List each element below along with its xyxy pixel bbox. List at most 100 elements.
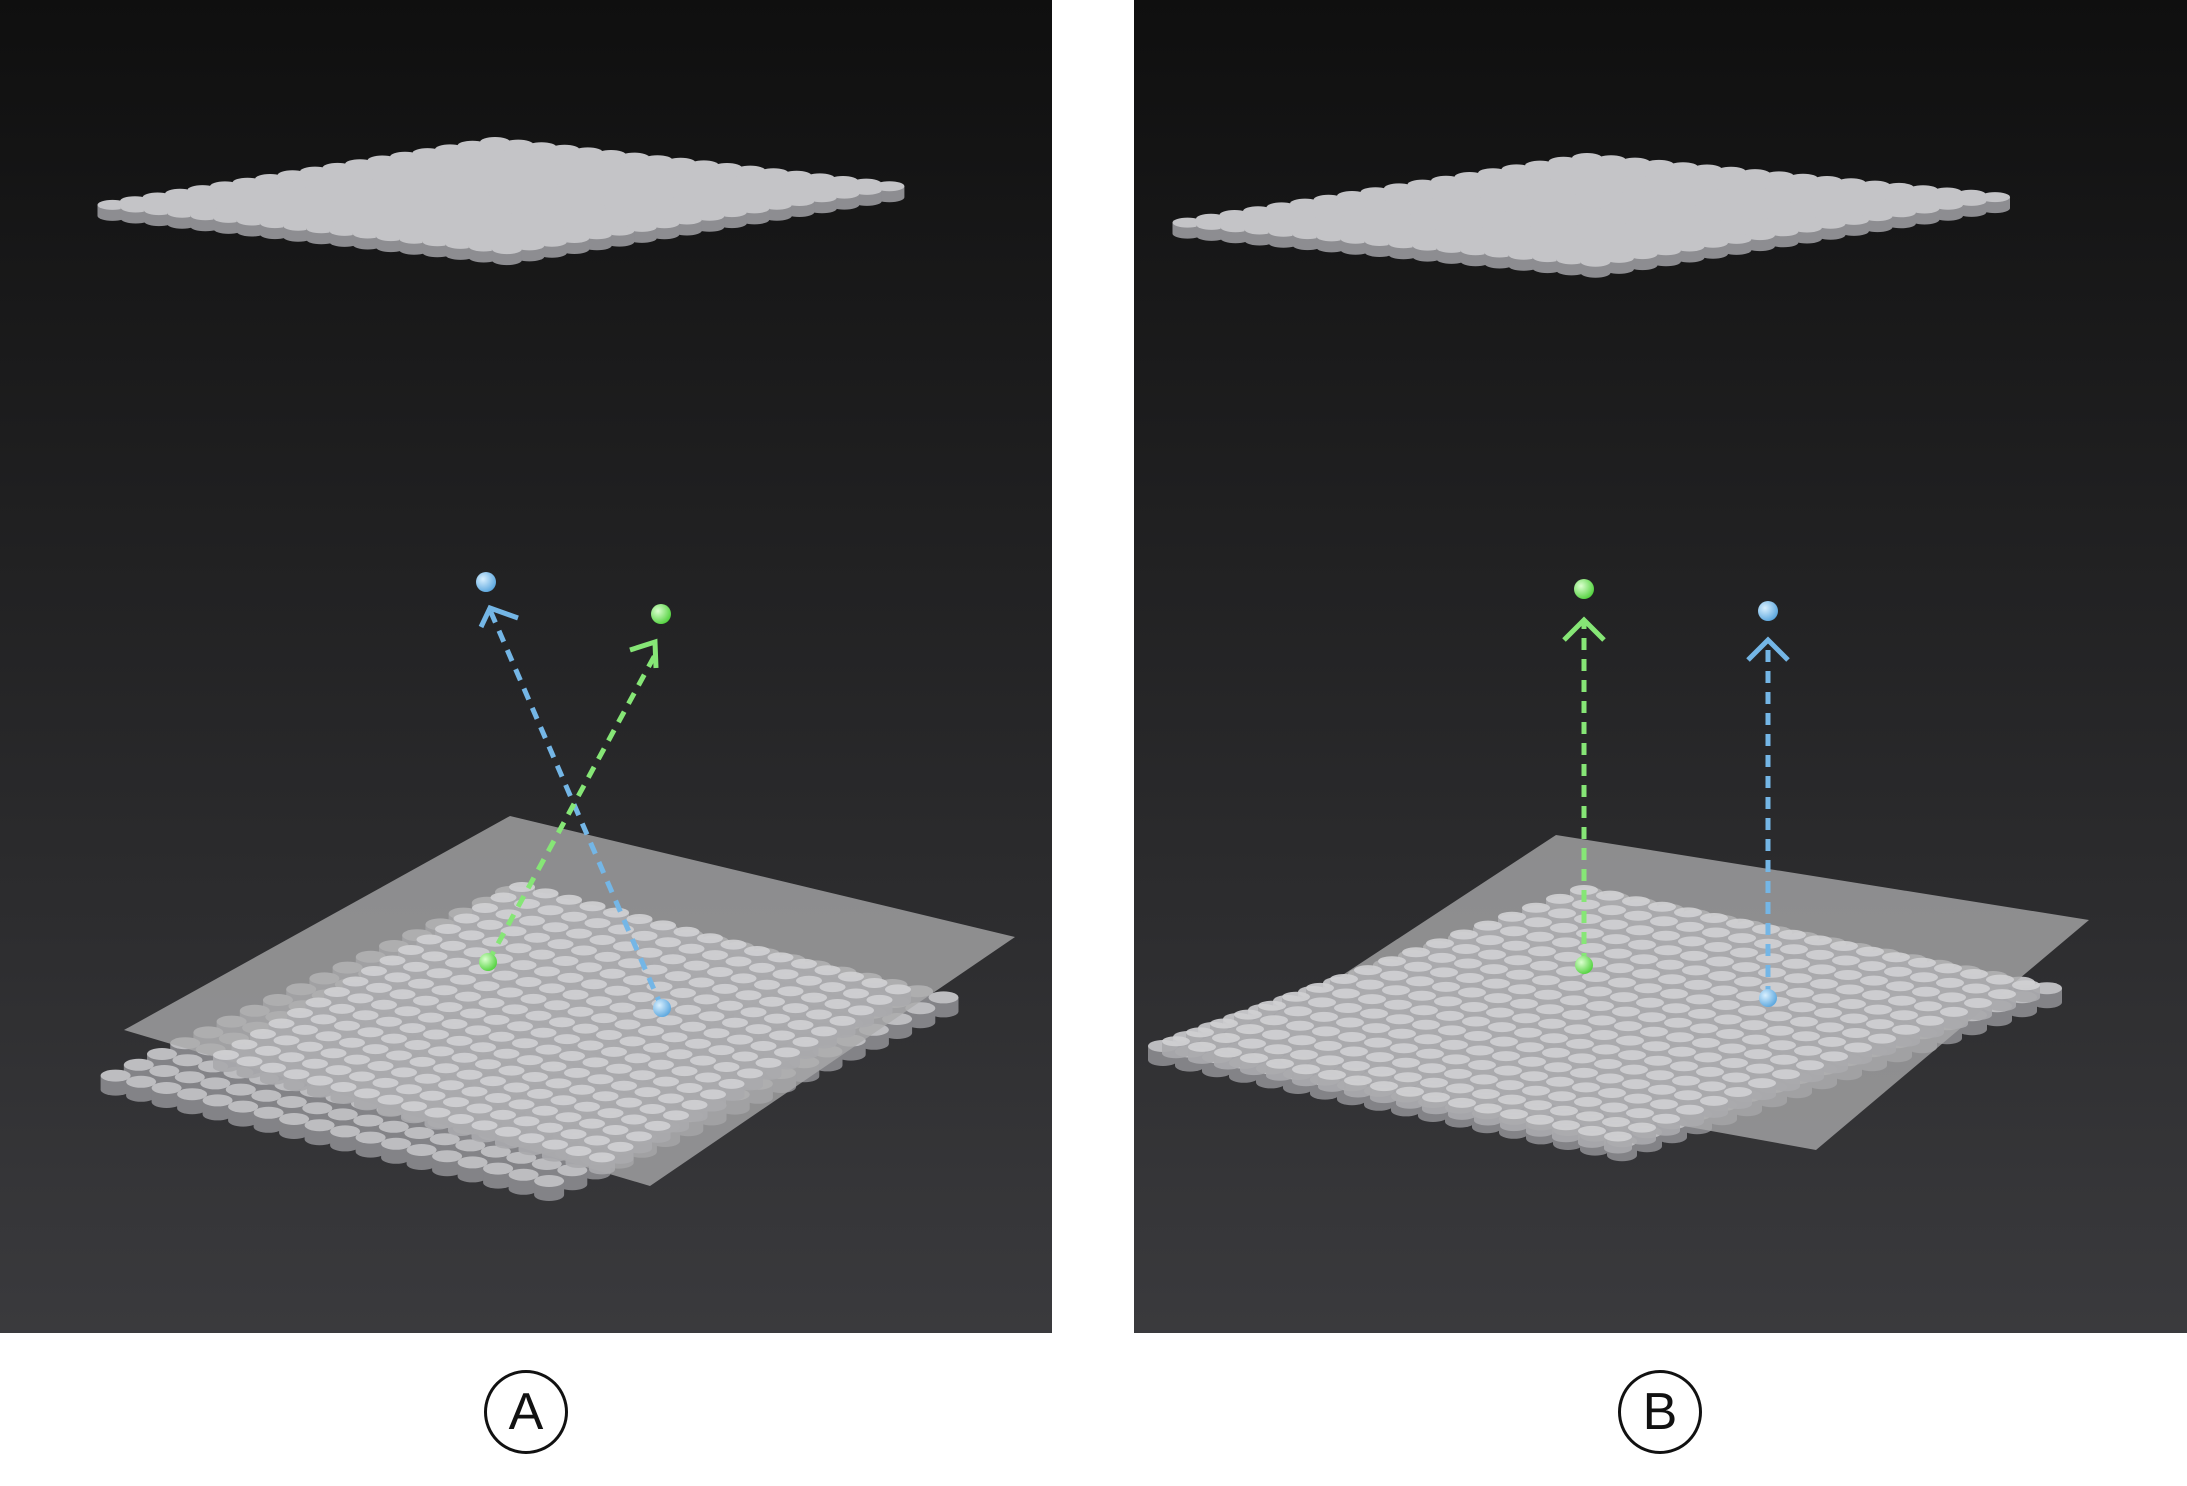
lattice-site-top <box>791 958 817 969</box>
lattice-site-top <box>1552 1120 1580 1131</box>
lattice-site-top <box>1702 927 1730 938</box>
lattice-site-top <box>611 1080 637 1091</box>
lattice-site-top <box>1728 933 1756 944</box>
lattice-site-top <box>671 214 702 225</box>
lattice-site-top <box>1772 1069 1800 1080</box>
lattice-site-top <box>1524 1100 1552 1111</box>
lattice-site-top <box>480 1076 506 1087</box>
panel-b-label: B <box>1618 1370 1702 1454</box>
lattice-site-top <box>251 1089 282 1102</box>
green-arrowhead <box>629 638 659 669</box>
lattice-site-top <box>638 1025 664 1036</box>
lattice-site-top <box>621 1114 647 1125</box>
lattice-site-top <box>784 196 815 206</box>
lattice-site-top <box>202 1094 233 1107</box>
lattice-site-top <box>1652 1113 1680 1124</box>
lattice-site-top <box>1838 999 1866 1009</box>
lattice-site-top <box>1440 1039 1468 1050</box>
lattice-site-top <box>1364 236 1395 246</box>
lattice-site-top <box>1340 233 1371 244</box>
lattice-site-top <box>1764 1011 1792 1022</box>
lattice-site-top <box>1408 990 1436 1001</box>
lattice-site-top <box>1444 1068 1472 1079</box>
lattice-site-top <box>1721 233 1752 244</box>
lattice-site-top <box>250 1029 276 1039</box>
lattice-site-top <box>1676 1104 1704 1115</box>
lattice-site-top <box>604 225 635 236</box>
lattice-site-top <box>357 1027 384 1038</box>
lattice-site-top <box>498 1065 525 1076</box>
lattice-site-top <box>1628 1122 1656 1133</box>
lattice-site-top <box>1684 979 1712 990</box>
lattice-site-top <box>619 1036 646 1047</box>
lattice-site-top <box>394 1006 421 1017</box>
lattice-site-top <box>409 1056 436 1067</box>
lattice-site-top <box>761 199 792 210</box>
lattice-site-top <box>472 903 498 913</box>
lattice-site-top <box>457 1156 488 1169</box>
lattice-site-top <box>796 975 822 986</box>
lattice-site-top <box>1368 1066 1396 1077</box>
lattice-site-top <box>259 218 290 229</box>
lattice-site-top <box>1396 1086 1424 1097</box>
lattice-site-top <box>1592 1044 1620 1055</box>
lattice-site-top <box>1442 1054 1470 1065</box>
lattice-site-top <box>424 1107 451 1118</box>
green-dashed-arrow <box>485 653 658 964</box>
lattice-site-top <box>1370 1081 1398 1092</box>
lattice-site-top <box>433 1063 459 1074</box>
lattice-site-top <box>329 225 360 236</box>
lattice-site-top <box>1604 1131 1632 1142</box>
lattice-site-top <box>1292 229 1323 240</box>
lattice-site-top <box>774 1047 800 1058</box>
green-particle-end <box>1574 579 1594 599</box>
lattice-site-top <box>1668 1046 1696 1057</box>
lattice-site-top <box>1428 952 1456 963</box>
lattice-site-top <box>1626 925 1654 936</box>
lattice-site-top <box>539 983 565 994</box>
lattice-site-top <box>174 1071 205 1084</box>
lattice-site-top <box>408 978 434 989</box>
lattice-site-top <box>1830 941 1858 951</box>
panel-b-label-text: B <box>1642 1383 1678 1441</box>
lattice-site-top <box>1336 1017 1364 1028</box>
lattice-site-top <box>1790 1016 1818 1027</box>
lattice-site-top <box>1562 1009 1590 1020</box>
lattice-site-top <box>517 1055 543 1066</box>
lattice-site-top <box>542 1139 568 1150</box>
lattice-site-top <box>623 975 649 986</box>
lattice-site-top <box>532 1105 558 1116</box>
lattice-site-top <box>1578 943 1606 953</box>
lattice-site-top <box>273 1035 300 1046</box>
lattice-site-top <box>596 1030 622 1040</box>
lattice-site-top <box>403 961 429 972</box>
lattice-site-top <box>1508 984 1536 995</box>
lattice-site-top <box>552 956 579 966</box>
lattice-site-top <box>1538 1018 1566 1029</box>
lattice-site-top <box>1634 983 1662 994</box>
lattice-site-top <box>529 949 555 960</box>
lattice-site-top <box>730 973 757 984</box>
lattice-site-top <box>601 1046 627 1057</box>
bottom-lattice-upper <box>1162 885 2040 1154</box>
lattice-site-top <box>305 997 332 1008</box>
lattice-site-top <box>814 965 841 976</box>
lattice-site-top <box>1792 1031 1820 1042</box>
lattice-site-top <box>634 1087 661 1098</box>
lattice-site-top <box>1282 991 1310 1002</box>
lattice-site-top <box>739 203 770 214</box>
lattice-site-top <box>1570 1067 1598 1078</box>
lattice-site-top <box>592 1091 619 1102</box>
lattice-site-top <box>777 986 804 997</box>
lattice-site-top <box>1552 937 1580 948</box>
lattice-site-top <box>1627 249 1658 260</box>
lattice-site-top <box>1646 1070 1674 1081</box>
lattice-site-top <box>1815 218 1846 229</box>
lattice-site-top <box>1512 1013 1540 1024</box>
lattice-site-top <box>1260 1015 1288 1026</box>
lattice-site-top <box>626 914 653 924</box>
lattice-site-top <box>253 1106 284 1119</box>
lattice-site-top <box>416 934 443 945</box>
lattice-site-top <box>1710 985 1738 996</box>
lattice-site-top <box>347 993 374 1004</box>
